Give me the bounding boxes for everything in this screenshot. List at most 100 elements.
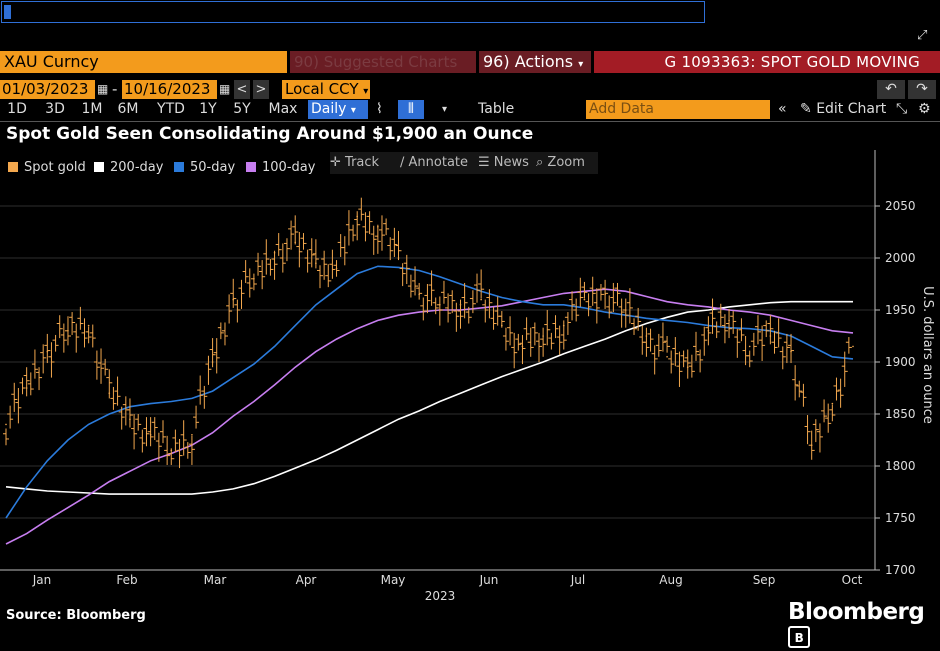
- source-note: Source: Bloomberg: [6, 608, 146, 623]
- series-100-day-line: [5, 288, 854, 545]
- range-buttons: 1D 3D 1M 6M YTD 1Y 5Y Max: [0, 100, 308, 119]
- ticker-field[interactable]: XAU Curncy: [0, 51, 287, 73]
- start-date-field[interactable]: 01/03/2023: [0, 80, 95, 99]
- zoom-icon: ⌕: [536, 155, 544, 170]
- date-separator: -: [112, 80, 118, 98]
- range-button[interactable]: 5Y: [233, 101, 251, 117]
- x-tick-label: Aug: [659, 573, 682, 587]
- annotate-label: Annotate: [408, 155, 469, 170]
- legend-label: 200-day: [110, 160, 164, 175]
- range-button[interactable]: 1M: [81, 101, 103, 117]
- dropdown-icon: ▾: [363, 86, 369, 97]
- bar-chart-icon[interactable]: ⫴: [398, 100, 424, 119]
- spot-gold-point: [521, 345, 524, 348]
- frequency-label: Daily: [311, 101, 347, 117]
- x-tick-label: Jun: [479, 573, 499, 587]
- spot-gold-point: [604, 293, 606, 296]
- resize-icon[interactable]: ⤡: [896, 101, 908, 117]
- actions-button[interactable]: 96) Actions ▾: [479, 51, 591, 73]
- range-button[interactable]: 1D: [7, 101, 27, 117]
- table-button[interactable]: Table: [478, 101, 515, 117]
- legend-label: 100-day: [262, 160, 316, 175]
- news-button[interactable]: ☰ News: [478, 152, 536, 174]
- bloomberg-icon: B: [788, 626, 810, 648]
- line-chart-icon[interactable]: ⌇: [376, 101, 383, 117]
- y-tick-label: 1700: [885, 563, 916, 577]
- legend-item-50-day[interactable]: 50-day: [174, 159, 235, 177]
- spot-gold-point: [501, 324, 503, 327]
- spot-gold-point: [5, 423, 7, 426]
- x-tick-label: Jan: [32, 573, 52, 587]
- legend-label: 50-day: [190, 160, 236, 175]
- x-tick-label: May: [381, 573, 406, 587]
- prev-arrow-icon[interactable]: <: [234, 80, 250, 99]
- spot-gold-point: [480, 298, 482, 301]
- brand-label: Bloomberg: [788, 599, 925, 625]
- spot-gold-point: [67, 330, 69, 332]
- currency-select[interactable]: Local CCY ▾: [282, 80, 370, 99]
- track-button[interactable]: ✛ Track: [330, 152, 400, 174]
- spot-gold-point: [87, 324, 90, 327]
- y-axis-label: U.S. dollars an ounce: [920, 286, 935, 424]
- legend-swatch: [174, 162, 184, 172]
- gear-icon[interactable]: ⚙: [918, 101, 931, 117]
- edit-chart-label: Edit Chart: [816, 101, 887, 117]
- spot-gold-point: [707, 330, 710, 332]
- x-tick-label: Oct: [842, 573, 863, 587]
- y-tick-label: 2050: [885, 199, 916, 213]
- y-tick-label: 1850: [885, 407, 916, 421]
- legend-item-spot-gold[interactable]: Spot gold: [8, 159, 86, 177]
- legend-item-100-day[interactable]: 100-day: [246, 159, 315, 177]
- spot-gold-point: [831, 402, 834, 405]
- divider: [0, 121, 940, 122]
- collapse-icon[interactable]: «: [778, 101, 787, 117]
- spot-gold-point: [25, 387, 28, 389]
- edit-chart-button[interactable]: ✎ Edit Chart: [800, 100, 886, 119]
- spot-gold-point: [397, 257, 400, 259]
- spot-gold-point: [542, 335, 544, 337]
- y-tick-label: 2000: [885, 251, 916, 265]
- series-50-day-line: [5, 265, 854, 519]
- suggested-charts-button[interactable]: 90) Suggested Charts: [290, 51, 476, 73]
- chart-title: Spot Gold Seen Consolidating Around $1,9…: [6, 124, 534, 144]
- calendar-icon[interactable]: ▦: [97, 82, 109, 96]
- y-tick-label: 1800: [885, 459, 916, 473]
- annotate-button[interactable]: ∕ Annotate: [400, 152, 478, 174]
- spot-gold-point: [211, 361, 214, 363]
- range-button[interactable]: 3D: [45, 101, 65, 117]
- legend-label: Spot gold: [24, 160, 86, 175]
- dropdown-icon[interactable]: ▾: [442, 104, 448, 115]
- range-button[interactable]: 1Y: [199, 101, 217, 117]
- legend-item-200-day[interactable]: 200-day: [94, 159, 163, 177]
- actions-label: Actions: [514, 52, 574, 71]
- next-arrow-icon[interactable]: >: [253, 80, 269, 99]
- spot-gold-point: [253, 278, 255, 280]
- spot-gold-point: [149, 434, 152, 436]
- crosshair-icon: ✛: [330, 155, 341, 170]
- currency-label: Local CCY: [285, 80, 359, 98]
- frequency-select[interactable]: Daily ▾: [308, 100, 368, 119]
- spot-gold-point: [728, 319, 730, 322]
- zoom-button[interactable]: ⌕ Zoom: [536, 152, 598, 174]
- x-tick-label: Sep: [753, 573, 776, 587]
- spot-gold-point: [666, 356, 668, 358]
- track-label: Track: [345, 155, 380, 170]
- add-data-input[interactable]: Add Data: [586, 100, 770, 119]
- y-tick-label: 1950: [885, 303, 916, 317]
- redo-icon[interactable]: ↷: [908, 80, 936, 99]
- range-button[interactable]: Max: [268, 101, 298, 117]
- price-chart[interactable]: 1700 1750 1800 1850 1900 1950 2000 2050 U.S. dol…: [0, 0, 940, 631]
- range-button[interactable]: 6M: [117, 101, 139, 117]
- popout-icon[interactable]: ⤢: [917, 28, 928, 43]
- end-date-field[interactable]: 10/16/2023: [122, 80, 217, 99]
- calendar-icon[interactable]: ▦: [219, 82, 231, 96]
- spot-gold-point: [273, 252, 276, 254]
- command-line[interactable]: [1, 1, 705, 23]
- spot-gold-point: [46, 350, 49, 353]
- range-button[interactable]: YTD: [157, 101, 185, 117]
- undo-icon[interactable]: ↶: [877, 80, 905, 99]
- spot-gold-point: [232, 298, 235, 301]
- spot-gold-point: [294, 241, 297, 244]
- spot-gold-point: [852, 345, 854, 348]
- spot-gold-point: [748, 345, 751, 348]
